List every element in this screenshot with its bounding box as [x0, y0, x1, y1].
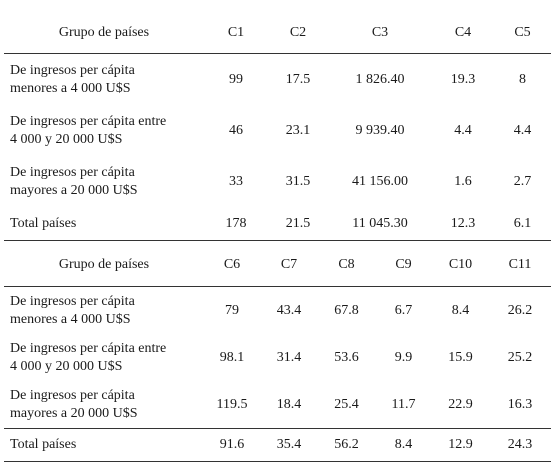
table-cell: 33: [229, 173, 243, 189]
table-row: De ingresos per cápita entre 4 000 y 20 …: [4, 334, 551, 381]
table-cell: 24.3: [507, 437, 533, 452]
table-cell: 46: [229, 122, 243, 138]
column-header-c1: C1: [227, 24, 245, 40]
table-cell: 4.4: [454, 122, 472, 138]
row-label: De ingresos per cápita mayores a 20 000 …: [10, 387, 138, 421]
column-header-c11: C11: [508, 256, 532, 272]
table-cell: 56.2: [334, 437, 359, 452]
table-cell: 6.7: [394, 302, 413, 318]
table-cell: 2.7: [513, 173, 532, 189]
row-label: De ingresos per cápita menores a 4 000 U…: [10, 62, 135, 96]
column-header-c8: C8: [338, 256, 355, 272]
table-c1-c5: Grupo de países C1 C2 C3 C4 C5 De ingres…: [4, 12, 551, 241]
table-cell: 98.1: [219, 349, 245, 365]
table-cell: 17.5: [285, 71, 311, 87]
table-cell: 18.4: [276, 396, 302, 412]
table-cell: 9 939.40: [355, 122, 405, 138]
table-cell: 22.9: [448, 396, 473, 412]
column-header-c9: C9: [395, 256, 412, 272]
table-cell: 41 156.00: [352, 173, 408, 189]
row-label: De ingresos per cápita entre 4 000 y 20 …: [10, 340, 167, 374]
table-cell: 1 826.40: [355, 71, 405, 87]
table-total-row: Total países 178 21.5 11 045.30 12.3 6.1: [4, 207, 551, 241]
table-cell: 8.4: [394, 437, 413, 452]
table-cell: 12.3: [450, 215, 476, 231]
table-cell: 9.9: [394, 349, 413, 365]
column-header-c2: C2: [289, 24, 307, 40]
table-cell: 1.6: [454, 173, 472, 189]
table-cell: 178: [225, 215, 247, 231]
table-cell: 91.6: [219, 437, 245, 452]
row-label: Total países: [10, 437, 77, 452]
table-cell: 79: [225, 302, 239, 318]
table-cell: 11.7: [391, 396, 416, 412]
table-cell: 8: [519, 71, 526, 87]
table-cell: 12.9: [448, 437, 473, 452]
row-label: Total países: [10, 215, 77, 231]
table-row: De ingresos per cápita menores a 4 000 U…: [4, 287, 551, 335]
table-cell: 8.4: [451, 302, 470, 318]
table-row: De ingresos per cápita menores a 4 000 U…: [4, 54, 551, 106]
table-cell: 43.4: [276, 302, 302, 318]
table-row: De ingresos per cápita entre 4 000 y 20 …: [4, 105, 551, 156]
column-header-c7: C7: [280, 256, 298, 272]
table-header-row: Grupo de países C6 C7 C8 C9 C10 C11: [4, 243, 551, 287]
column-header-group: Grupo de países: [58, 24, 150, 40]
table-row: De ingresos per cápita mayores a 20 000 …: [4, 156, 551, 207]
column-header-group: Grupo de países: [58, 256, 150, 272]
table-cell: 21.5: [285, 215, 311, 231]
table-cell: 6.1: [513, 215, 532, 231]
table-c6-c11: Grupo de países C6 C7 C8 C9 C10 C11 De i…: [4, 243, 551, 462]
table-cell: 25.4: [334, 396, 359, 412]
table-cell: 23.1: [285, 122, 311, 138]
table-cell: 19.3: [450, 71, 476, 87]
column-header-c3: C3: [371, 24, 389, 40]
row-label: De ingresos per cápita entre 4 000 y 20 …: [10, 113, 167, 147]
table-cell: 99: [229, 71, 243, 87]
table-cell: 31.5: [285, 173, 311, 189]
table-total-row: Total países 91.6 35.4 56.2 8.4 12.9 24.…: [4, 428, 551, 462]
table-cell: 15.9: [448, 349, 473, 365]
table-cell: 31.4: [276, 349, 302, 365]
column-header-c6: C6: [223, 256, 241, 272]
table-cell: 25.2: [507, 349, 533, 365]
table-row: De ingresos per cápita mayores a 20 000 …: [4, 381, 551, 429]
table-cell: 53.6: [334, 349, 359, 365]
table-cell: 119.5: [216, 396, 248, 412]
row-label: De ingresos per cápita mayores a 20 000 …: [10, 164, 138, 198]
column-header-c4: C4: [454, 24, 472, 40]
column-header-c10: C10: [448, 256, 473, 272]
column-header-c5: C5: [514, 24, 531, 40]
table-header-row: Grupo de países C1 C2 C3 C4 C5: [4, 12, 551, 54]
table-cell: 35.4: [276, 437, 302, 452]
table-cell: 67.8: [334, 302, 359, 318]
table-cell: 4.4: [513, 122, 532, 138]
table-cell: 11 045.30: [352, 215, 408, 231]
table-cell: 26.2: [507, 302, 533, 318]
row-label: De ingresos per cápita menores a 4 000 U…: [10, 293, 135, 327]
table-cell: 16.3: [507, 396, 533, 412]
